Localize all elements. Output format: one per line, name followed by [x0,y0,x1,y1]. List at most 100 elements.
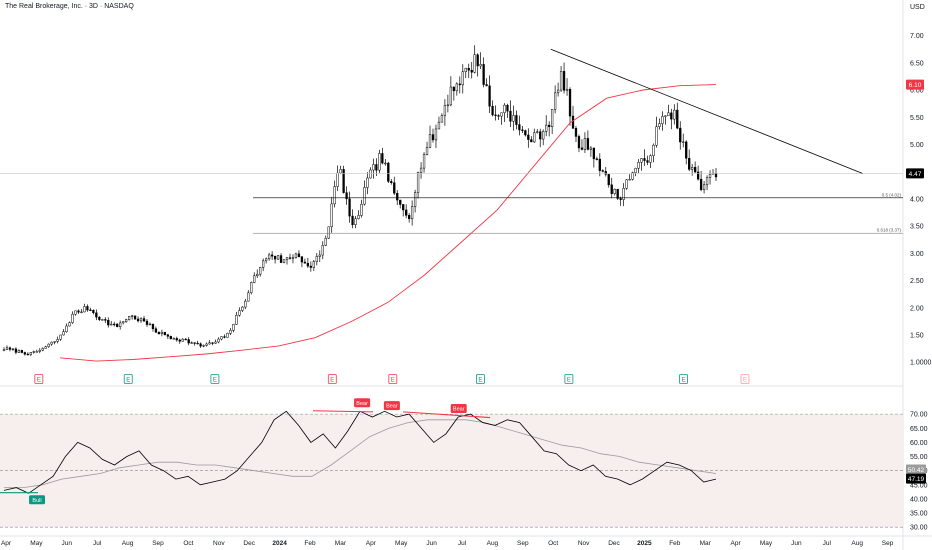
currency-label[interactable]: USD [910,4,925,11]
candle [476,53,479,77]
candle-body [92,310,95,314]
price-tick-label: 2.00 [910,305,924,312]
earnings-badge [327,374,337,384]
candle-body [461,71,464,86]
candle [175,336,178,342]
candle-body [449,86,453,106]
candle [637,159,640,174]
candle-body [303,261,307,264]
rsi-value-badge [906,473,926,484]
last-price-badge [906,168,924,179]
candle [5,345,9,351]
candle-body [318,254,321,257]
earnings-badge-label: E [213,377,217,383]
candle-body [214,341,217,344]
candle-body [640,158,643,163]
candle-body [661,116,664,124]
candle-body [11,348,15,350]
candle [500,112,503,125]
candle-body [649,155,652,163]
candle-body [455,83,458,92]
candle-body [393,182,396,194]
candle [163,331,167,336]
candle [241,306,244,313]
candle-body [431,134,435,141]
candle [425,141,429,156]
candle [211,342,214,346]
candle [130,314,134,320]
candle [643,149,646,166]
candle [32,350,35,354]
candle [542,129,545,146]
divergence-badge-label: Bear [453,406,465,412]
candle [628,174,631,181]
candle-body [688,157,691,170]
earnings-badge-label: E [126,377,130,383]
candle-body [384,162,387,165]
candle [294,252,298,259]
bull-label: Bull [29,495,46,505]
candle [652,143,655,163]
candle [422,152,426,173]
candle-body [542,131,545,140]
candle [548,121,551,137]
candle-body [604,171,607,175]
candle [518,115,521,136]
ma-price-badge-label: 6.10 [909,82,922,89]
candle-body [133,315,137,320]
candle [530,136,533,143]
rsi-tick-label: 65.00 [910,426,928,433]
candle [646,155,649,166]
candle [226,332,229,338]
time-tick-label: 2025 [637,540,652,547]
time-tick-label: Sep [152,540,164,547]
candle [83,303,86,313]
candle [634,167,637,177]
candle-body [568,89,572,117]
candle [89,307,92,312]
candle [223,334,226,339]
candle-body [702,184,706,191]
candle-body [619,198,622,200]
earnings-badge [475,374,485,384]
time-tick-label: Oct [548,540,558,547]
candle [536,129,539,134]
candle [253,272,256,284]
candle-body [559,71,563,91]
time-tick-label: Aug [851,540,863,547]
earnings-marker: E [388,374,398,384]
candle-body [586,138,590,150]
time-tick-label: May [30,540,43,547]
earnings-badge [564,374,574,384]
candle [184,337,187,341]
candle-body [485,84,488,87]
candle-body [238,310,241,316]
candle [113,321,116,327]
candle [35,349,38,353]
candle-body [708,173,712,178]
candle-body [259,267,262,275]
candle-body [428,134,432,148]
candle-body [694,167,697,173]
candle [488,75,491,114]
candle [440,113,444,123]
candle [351,209,354,229]
candle [44,345,47,349]
earnings-badge-label: E [391,377,395,383]
time-tick-label: Feb [304,540,316,547]
candle [342,165,345,194]
candle [127,316,131,321]
candle [607,174,610,188]
candle-body [148,323,152,326]
candle-body [262,260,265,268]
candle [393,176,396,196]
candle-body [285,257,289,260]
candle [178,338,181,344]
divergence-badge-label: Bear [356,401,368,407]
candle-body [440,115,444,123]
time-tick-label: Nov [578,540,590,547]
candle [524,129,527,137]
candle [62,329,65,336]
